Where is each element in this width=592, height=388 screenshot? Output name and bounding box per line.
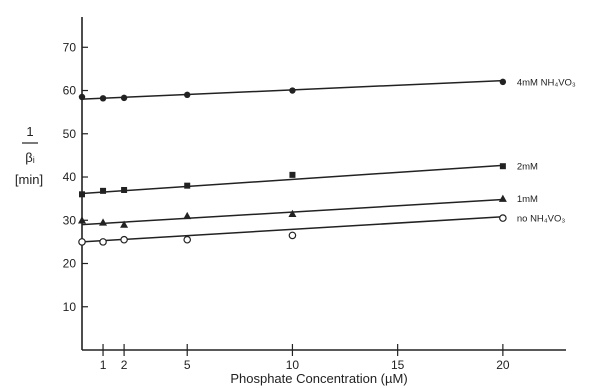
point-series-3-2 [120,235,128,244]
y-axis-title: 1 βᵢ [min] [15,124,43,187]
x-tick-label-10: 10 [286,358,300,372]
series-label-0: 4mM NH₄VO₃ [517,77,576,88]
point-series-0-0 [78,93,86,101]
point-series-1-2 [121,186,128,193]
point-series-0-2 [120,94,128,102]
axes: 10 20 30 40 50 60 70 1 2 5 10 15 20 [63,17,566,372]
fit-line-series-3 [81,216,503,243]
x-tick-label-5: 5 [184,358,191,372]
point-series-3-1 [99,238,107,246]
point-series-0-1 [99,95,107,102]
point-series-2-5 [498,194,507,202]
y-axis-title-denominator: βᵢ [25,150,35,165]
series-label-2: 1mM [517,194,538,205]
series-labels: 4mM NH₄VO₃ 2mM 1mM no NH₄VO₃ [517,77,576,224]
point-series-1-0 [79,191,85,198]
x-axis-title: Phosphate Concentration (µM) [230,371,407,386]
y-axis-title-numerator: 1 [26,124,33,139]
x-tick-label-2: 2 [121,358,128,372]
y-tick-label-50: 50 [63,127,77,141]
x-tick-label-15: 15 [391,358,405,372]
y-tick-label-70: 70 [63,40,77,54]
point-series-1-4 [289,171,296,178]
y-axis-title-unit: [min] [15,172,43,187]
y-tick-label-10: 10 [63,300,77,314]
series-label-3: no NH₄VO₃ [517,214,566,225]
point-series-3-4 [288,231,297,240]
point-series-1-5 [499,163,506,170]
point-series-0-4 [289,87,296,94]
fit-lines [81,79,503,243]
fit-line-series-1 [81,164,503,195]
y-tick-label-60: 60 [63,84,77,98]
y-tick-label-40: 40 [63,170,77,184]
point-series-1-3 [184,182,191,189]
point-series-3-5 [499,214,507,222]
x-tick-label-1: 1 [100,358,107,372]
point-series-3-0 [78,238,86,246]
point-series-3-3 [183,235,192,244]
point-series-2-0 [78,216,86,224]
series-label-1: 2mM [517,162,538,173]
point-series-2-2 [120,220,129,228]
x-tick-label-20: 20 [496,358,510,372]
y-tick-label-30: 30 [63,213,77,227]
point-series-2-1 [99,218,108,226]
point-series-2-3 [183,211,192,220]
point-series-1-1 [100,187,107,194]
point-series-0-3 [184,91,191,99]
point-series-2-4 [288,209,297,217]
point-series-0-5 [499,78,507,86]
y-tick-label-20: 20 [63,257,77,271]
data-marks [78,78,507,246]
